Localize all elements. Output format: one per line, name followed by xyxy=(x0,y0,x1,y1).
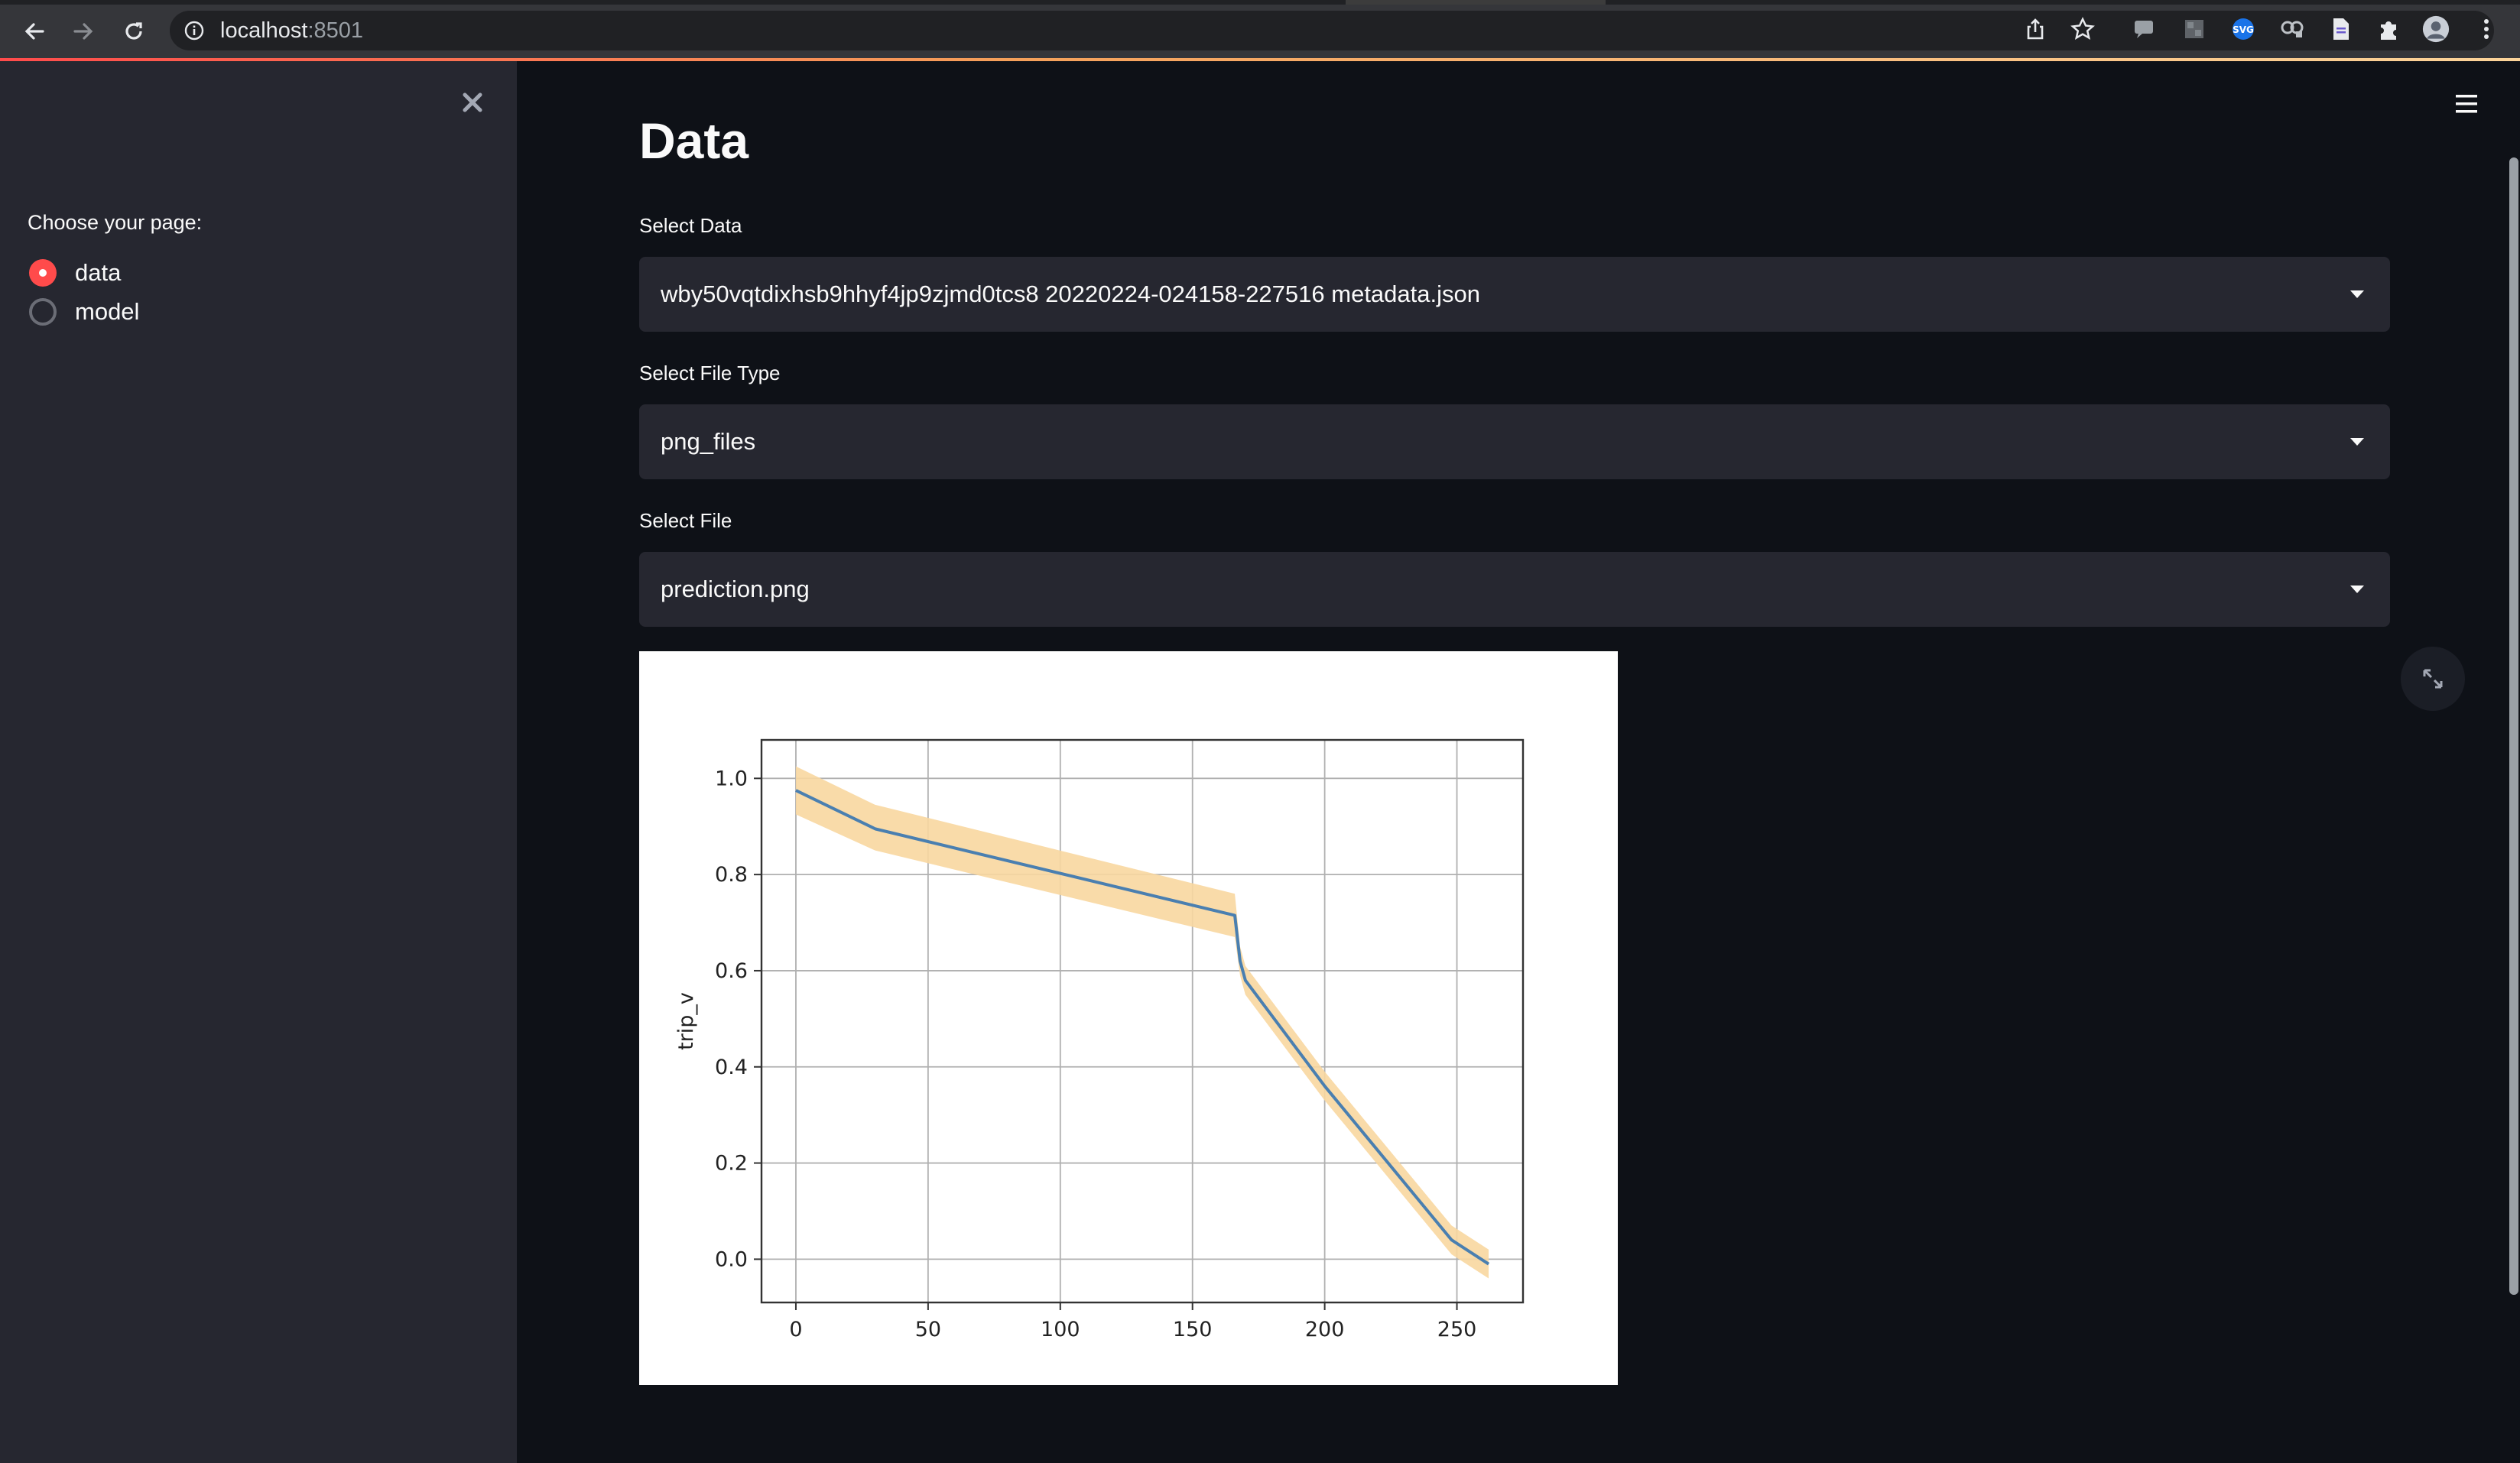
y-tick-label: 0.0 xyxy=(715,1247,748,1271)
radio-selected-icon[interactable] xyxy=(29,259,57,287)
radio-option-label: data xyxy=(75,259,122,286)
prediction-line-chart: 0 50 100 150 200 250 0.0 0.2 0.4 0.6 0.8 1.0 trip_v xyxy=(674,738,1525,1341)
page-radio-title: Choose your page: xyxy=(28,211,203,234)
bookmark-star-icon[interactable] xyxy=(2069,15,2096,43)
radio-option-model[interactable]: model xyxy=(29,295,139,329)
page-title: Data xyxy=(639,112,749,169)
fullscreen-expand-icon[interactable] xyxy=(2401,647,2465,711)
tab-strip xyxy=(0,0,2520,5)
extension-svg-icon[interactable]: SVG xyxy=(2229,15,2257,43)
radio-unselected-icon[interactable] xyxy=(29,298,57,326)
header-decoration-bar xyxy=(0,58,2520,61)
url-host: localhost xyxy=(220,18,308,43)
y-tick-label: 0.8 xyxy=(715,863,748,887)
series-line xyxy=(795,789,1490,1266)
tick-layer: 0 50 100 150 200 250 0.0 0.2 0.4 0.6 0.8 1.0 xyxy=(715,767,1476,1341)
select-file-type-label: Select File Type xyxy=(639,362,781,384)
close-sidebar-icon[interactable] xyxy=(456,86,489,119)
chevron-down-icon[interactable] xyxy=(2350,438,2364,446)
x-tick-label: 200 xyxy=(1305,1318,1345,1341)
chevron-down-icon[interactable] xyxy=(2350,586,2364,593)
extension-document-icon[interactable] xyxy=(2327,15,2355,43)
series-line-layer xyxy=(795,789,1490,1266)
y-tick-label: 0.2 xyxy=(715,1152,748,1176)
profile-avatar[interactable] xyxy=(2422,15,2450,43)
radio-option-label: model xyxy=(75,298,140,325)
active-tab-edge[interactable] xyxy=(1346,0,1606,5)
select-file-dropdown[interactable]: prediction.png xyxy=(639,552,2390,627)
x-tick-label: 0 xyxy=(789,1318,802,1341)
site-info-icon[interactable] xyxy=(183,20,205,41)
chevron-down-icon[interactable] xyxy=(2350,290,2364,298)
select-data-label: Select Data xyxy=(639,214,742,237)
select-file-label: Select File xyxy=(639,509,732,532)
select-file-value: prediction.png xyxy=(661,576,810,602)
hamburger-menu-icon[interactable] xyxy=(2451,90,2482,118)
select-data-value: wby50vqtdixhsb9hhyf4jp9zjmd0tcs8 2022022… xyxy=(661,281,1480,307)
reload-icon[interactable] xyxy=(116,14,151,49)
extension-grid-icon[interactable] xyxy=(2181,15,2208,43)
y-axis-label: trip_v xyxy=(674,992,698,1050)
sidebar xyxy=(0,61,517,1463)
select-data-dropdown[interactable]: wby50vqtdixhsb9hhyf4jp9zjmd0tcs8 2022022… xyxy=(639,257,2390,332)
extension-glasses-icon[interactable] xyxy=(2278,15,2306,43)
confidence-band xyxy=(795,766,1489,1279)
plot-frame xyxy=(760,738,1525,1304)
y-tick-label: 0.4 xyxy=(715,1056,748,1079)
extensions-puzzle-icon[interactable] xyxy=(2375,15,2402,43)
x-tick-label: 150 xyxy=(1173,1318,1213,1341)
confidence-band-layer xyxy=(795,766,1489,1279)
main-scrollbar[interactable] xyxy=(2509,157,2518,1295)
browser-menu-icon[interactable] xyxy=(2473,15,2500,43)
y-tick-label: 0.6 xyxy=(715,959,748,983)
radio-option-data[interactable]: data xyxy=(29,256,121,290)
prediction-chart-image: 0 50 100 150 200 250 0.0 0.2 0.4 0.6 0.8 1.0 trip_v xyxy=(639,651,1618,1385)
address-bar[interactable] xyxy=(170,11,2494,50)
select-file-type-dropdown[interactable]: png_files xyxy=(639,404,2390,479)
x-tick-label: 100 xyxy=(1041,1318,1080,1341)
back-arrow-icon[interactable] xyxy=(17,14,52,49)
url-text[interactable]: localhost:8501 xyxy=(220,15,363,46)
x-tick-label: 250 xyxy=(1437,1318,1477,1341)
extension-chat-icon[interactable] xyxy=(2130,15,2158,43)
url-port: :8501 xyxy=(307,18,364,43)
forward-arrow-icon[interactable] xyxy=(66,14,101,49)
y-tick-label: 1.0 xyxy=(715,767,748,790)
x-tick-label: 50 xyxy=(915,1318,941,1341)
select-file-type-value: png_files xyxy=(661,428,756,455)
share-icon[interactable] xyxy=(2022,15,2049,43)
browser-toolbar: localhost:8501 SVG xyxy=(0,0,2520,61)
svg-text:SVG: SVG xyxy=(2233,24,2254,35)
